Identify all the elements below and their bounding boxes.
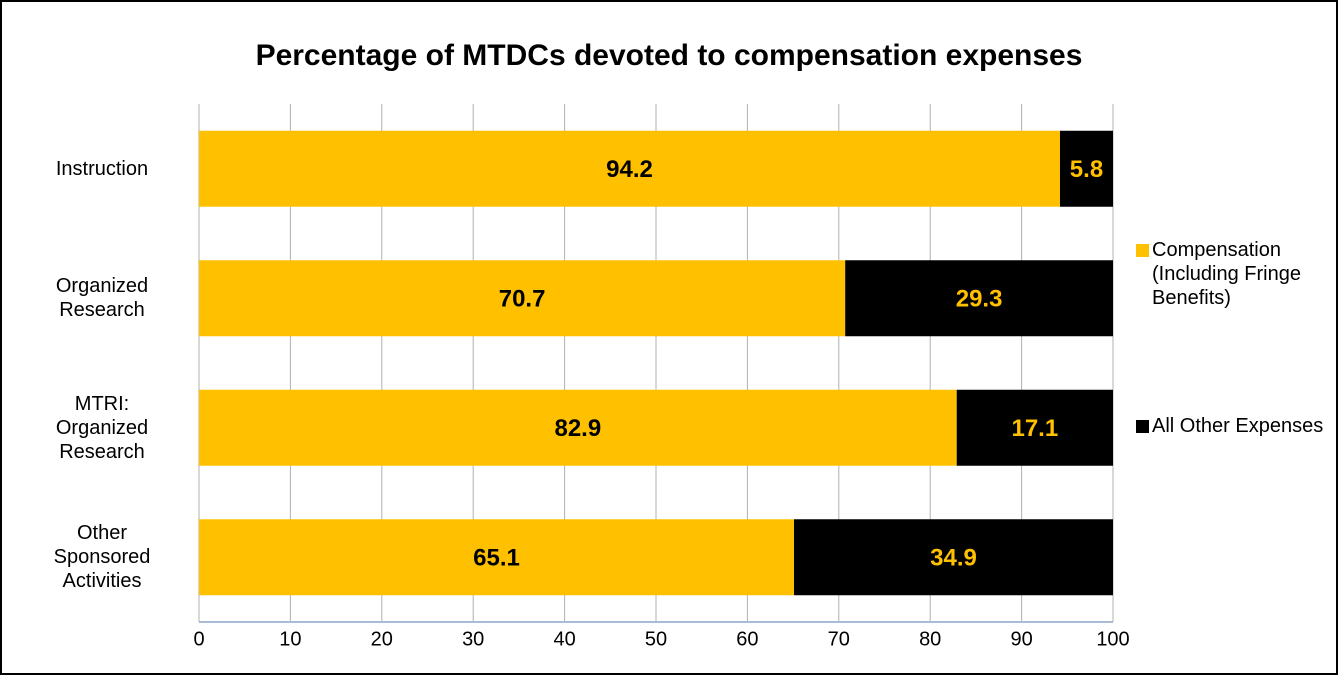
x-tick-label: 30 [462,628,484,650]
bar-segment [199,260,846,337]
y-tick-label: MTRI: Organized Research [55,392,149,463]
x-tick-label: 40 [553,628,575,650]
bar-segment [794,519,1113,596]
legend-swatch [1136,420,1149,433]
legend-label: Compensation (Including Fringe Benefits) [1152,239,1301,309]
bar-segment [199,130,1060,207]
x-tick-label: 60 [736,628,758,650]
legend-label: All Other Expenses [1152,415,1324,437]
x-tick-label: 50 [645,628,667,650]
y-tick-label: Organized Research [55,275,149,322]
y-tick-label: Other Sponsored Activities [53,522,151,593]
x-tick-label: 70 [828,628,850,650]
data-label: 70.7 [499,286,546,313]
bar-segment [845,260,1113,337]
x-tick-label: 80 [919,628,941,650]
x-tick-label: 100 [1096,628,1129,650]
x-tick-label: 20 [371,628,393,650]
x-tick-label: 0 [193,628,204,650]
y-tick-label: Instruction [55,157,149,180]
data-label: 29.3 [956,286,1003,313]
bar-segment [1059,130,1113,207]
x-tick-label: 90 [1010,628,1032,650]
bar-segment [956,389,1113,466]
legend-swatch [1136,244,1149,257]
chart-title: Percentage of MTDCs devoted to compensat… [256,39,1083,72]
bar-segment [199,389,957,466]
bar-segment [199,519,795,596]
data-label: 17.1 [1011,415,1058,442]
data-label: 34.9 [930,545,977,572]
data-label: 82.9 [554,415,601,442]
data-label: 5.8 [1070,156,1103,183]
data-label: 65.1 [473,545,520,572]
data-label: 94.2 [606,156,653,183]
x-tick-label: 10 [279,628,301,650]
